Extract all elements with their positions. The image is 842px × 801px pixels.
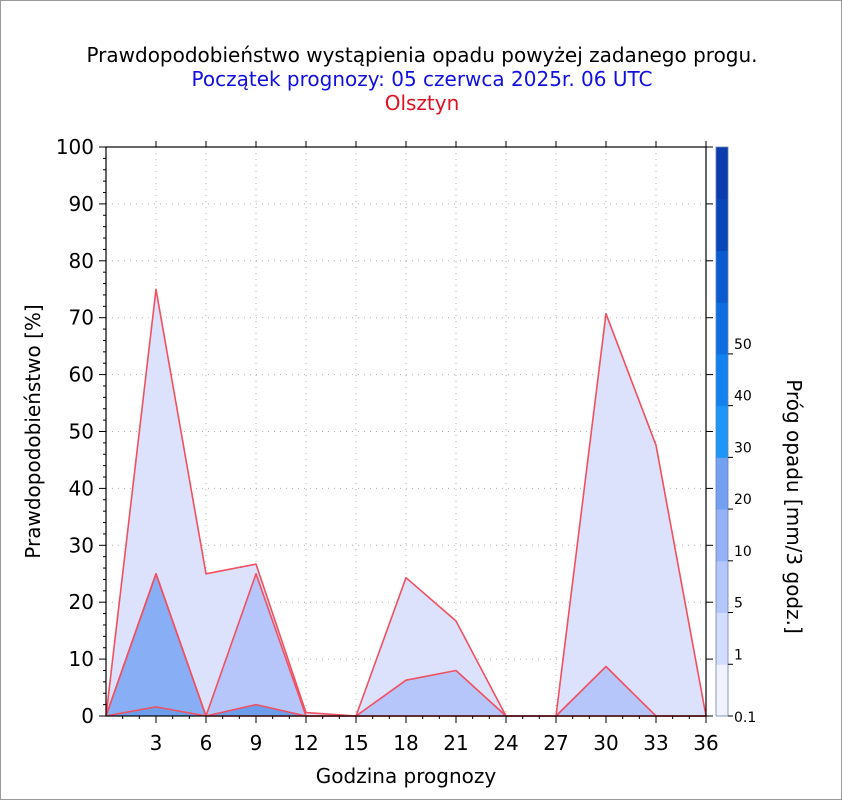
x-tick-label: 15 [343,731,368,755]
colorbar-segment [716,560,728,614]
x-tick-label: 36 [693,731,718,755]
colorbar-tick-label: 20 [734,492,752,508]
colorbar-segment [716,198,728,251]
x-tick-label: 6 [200,731,213,755]
area-threshold-1 [106,573,706,716]
colorbar-segment [716,250,728,303]
area-threshold-5 [106,573,706,716]
y-tick-label: 60 [69,363,94,387]
y-tick-label: 80 [69,249,94,273]
colorbar-tick-label: 1 [734,647,743,663]
colorbar-tick-label: 50 [734,337,752,353]
colorbar-tick-label: 10 [734,544,752,560]
y-axis-label: Prawdopodobieństwo [%] [21,304,45,558]
colorbar-segment [716,302,728,355]
colorbar-segment [716,612,728,665]
colorbar-segment [716,147,728,200]
colorbar-segment [716,405,728,458]
colorbar-frame [715,146,729,717]
x-tick-label: 33 [643,731,668,755]
colorbar-segment [716,509,728,562]
y-tick-label: 90 [69,192,94,216]
y-tick-label: 10 [69,647,94,671]
x-tick-label: 3 [150,731,163,755]
chart-title: Prawdopodobieństwo wystąpienia opadu pow… [86,43,758,67]
x-tick-label: 24 [493,731,518,755]
y-tick-label: 100 [56,135,94,159]
colorbar-tick-label: 0.1 [734,710,756,726]
location-title: Olsztyn [384,91,460,115]
x-tick-label: 30 [593,731,618,755]
colorbar-segment [716,353,728,407]
colorbar-segment [716,457,728,510]
colorbar-tick-label: 40 [734,389,752,405]
y-tick-label: 50 [69,420,94,444]
x-axis-label: Godzina prognozy [316,764,497,788]
y-tick-label: 70 [69,306,94,330]
y-tick-label: 40 [69,476,94,500]
x-tick-label: 18 [393,731,418,755]
colorbar-tick-label: 5 [734,596,743,612]
line-threshold-0-1 [105,288,707,717]
chart-subtitle: Początek prognozy: 05 czerwca 2025r. 06 … [191,67,653,91]
y-tick-label: 0 [81,704,94,728]
y-tick-label: 30 [69,533,94,557]
x-tick-label: 9 [250,731,263,755]
x-tick-label: 21 [443,731,468,755]
area-threshold-10 [106,704,706,716]
colorbar-tick-label: 30 [734,440,752,456]
x-tick-label: 12 [293,731,318,755]
colorbar-label: Próg opadu [mm/3 godz.] [782,379,806,634]
colorbar-segment [716,664,728,717]
y-tick-label: 20 [69,590,94,614]
x-tick-label: 27 [543,731,568,755]
